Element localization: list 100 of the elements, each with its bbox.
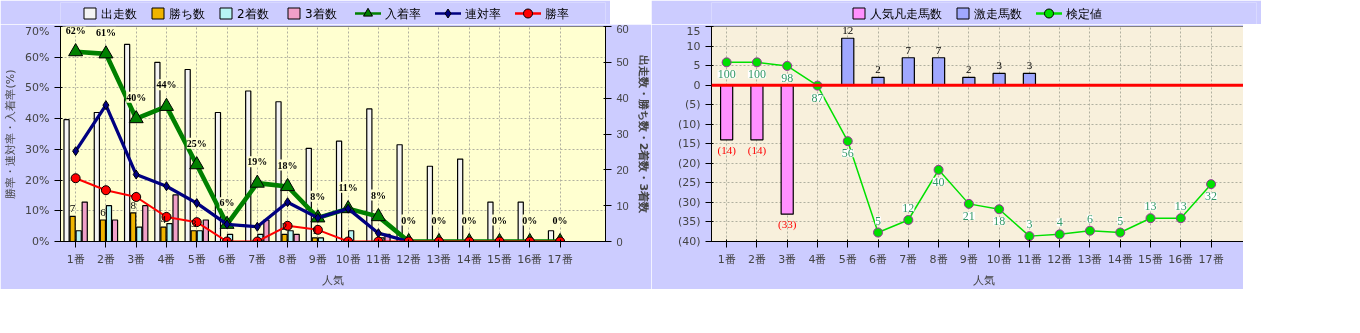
data-label: 4 [160, 213, 167, 226]
y-tick-label: 0% [32, 235, 50, 248]
data-label: 2 [281, 220, 288, 233]
y2-tick-label: 10 [616, 199, 629, 212]
y2-tick-label: 30 [616, 128, 629, 140]
data-label: 19% [247, 156, 268, 168]
y2-tick-label: 20 [616, 163, 629, 176]
data-label: (14) [717, 143, 737, 157]
data-label: 2 [875, 63, 881, 76]
x-tick-label: 14番 [1107, 252, 1133, 266]
y-tick-label: (5) [684, 98, 701, 112]
data-label: 12 [842, 24, 854, 37]
legend-label: 検定値 [1066, 6, 1102, 21]
x-tick-label: 9番 [959, 252, 978, 266]
y-tick-label: (35) [677, 215, 701, 229]
legend-label: 出走数 [101, 6, 137, 21]
x-tick-label: 11番 [1016, 252, 1042, 266]
y-tick-label: (30) [677, 195, 701, 209]
y2-axis-title: 出走数・勝ち数・2着数・3着数 [636, 54, 650, 215]
data-label: 1 [312, 223, 318, 236]
data-label: 6% [219, 197, 235, 209]
y-tick-label: (20) [677, 156, 701, 170]
x-tick-label: 17番 [1198, 252, 1224, 266]
x-tick-label: 6番 [869, 252, 888, 266]
x-tick-label: 1番 [66, 252, 85, 266]
data-label: 3 [996, 59, 1003, 72]
x-tick-label: 7番 [248, 252, 267, 266]
data-label: 2 [966, 63, 972, 76]
x-tick-label: 12番 [396, 252, 422, 266]
x-tick-label: 13番 [426, 252, 452, 266]
data-label: 3 [190, 216, 197, 229]
x-tick-label: 3番 [778, 252, 797, 266]
data-label: 0% [401, 214, 417, 226]
y-tick-label: 60% [25, 50, 50, 64]
x-tick-label: 8番 [929, 252, 948, 266]
x-tick-label: 2番 [747, 252, 766, 266]
data-label: 8 [130, 198, 137, 211]
y-tick-label: 20% [25, 173, 50, 187]
x-tick-label: 11番 [365, 252, 391, 266]
x-tick-label: 10番 [986, 252, 1012, 266]
data-label: 0% [492, 214, 508, 226]
x-tick-label: 1番 [717, 252, 736, 266]
y-tick-label: (40) [677, 235, 701, 248]
y-tick-label: 5 [693, 59, 701, 73]
data-label: 12 [902, 201, 915, 215]
x-tick-label: 8番 [278, 252, 297, 266]
data-label: 3 [1026, 217, 1033, 232]
data-label: 56 [841, 146, 854, 161]
y2-tick-label: 50 [616, 56, 629, 69]
data-label: 13 [1144, 199, 1157, 214]
data-label: 100 [717, 67, 736, 82]
y2-tick-label: 60 [616, 22, 629, 35]
data-label: 5 [875, 213, 882, 228]
data-label: 100 [747, 67, 766, 82]
x-tick-label: 15番 [487, 252, 513, 266]
x-tick-label: 10番 [335, 252, 361, 266]
data-label: 0% [522, 214, 538, 226]
data-label: 5 [1117, 213, 1124, 228]
data-label: (33) [778, 218, 797, 232]
data-label: 3 [1026, 59, 1033, 72]
data-label: 6 [1086, 211, 1093, 226]
x-tick-label: 5番 [838, 252, 857, 266]
y-tick-label: (25) [677, 176, 701, 190]
x-axis-title: 人気 [322, 273, 344, 287]
data-label: 0% [431, 214, 447, 226]
data-label: 40% [126, 91, 147, 103]
y-tick-label: 15 [686, 24, 701, 38]
legend-label: 2着数 [237, 6, 269, 21]
x-tick-label: 16番 [517, 252, 543, 266]
y-axis-title: 勝率・連対率・入着率(%) [4, 69, 18, 199]
data-label: 7 [935, 43, 942, 56]
y-tick-label: 50% [25, 81, 50, 95]
x-tick-label: 13番 [1077, 252, 1103, 266]
data-label: 0% [552, 214, 568, 226]
data-label: 4 [1056, 215, 1063, 230]
data-label: 8% [310, 190, 326, 202]
y-tick-label: 10% [25, 204, 50, 218]
data-label: 6 [100, 206, 107, 218]
x-tick-label: 6番 [218, 252, 237, 266]
legend-label: 勝ち数 [169, 6, 205, 21]
legend-label: 勝率 [545, 6, 569, 21]
data-label: 7 [905, 43, 912, 56]
data-label: 18 [993, 214, 1006, 229]
data-label: 25% [186, 137, 207, 149]
data-label: 7 [69, 202, 76, 215]
x-tick-label: 4番 [157, 252, 176, 266]
data-label: 44% [156, 79, 177, 91]
x-tick-label: 15番 [1138, 252, 1164, 266]
y-tick-label: 0 [693, 78, 701, 92]
y2-tick-label: 0 [616, 235, 623, 248]
x-tick-label: 14番 [456, 252, 482, 266]
data-label: 21 [962, 208, 975, 223]
data-label: 13 [1174, 199, 1187, 214]
y-tick-label: 40% [25, 112, 50, 126]
x-tick-label: 3番 [127, 252, 146, 266]
y2-tick-label: 40 [616, 92, 629, 105]
x-tick-label: 12番 [1047, 252, 1073, 266]
x-tick-label: 9番 [308, 252, 327, 266]
x-tick-label: 16番 [1168, 252, 1194, 266]
y-tick-label: (10) [677, 117, 701, 131]
